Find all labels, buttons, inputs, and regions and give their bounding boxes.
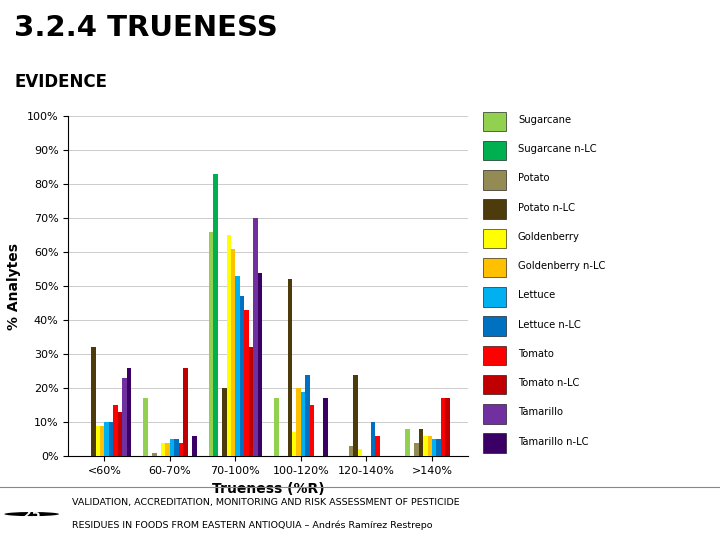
Bar (127, 368, 131, 456)
FancyBboxPatch shape (483, 404, 506, 424)
Bar (96, 426, 100, 456)
Bar (209, 232, 213, 456)
Bar (170, 440, 174, 456)
Bar (305, 375, 310, 456)
Text: Tomato: Tomato (518, 349, 554, 359)
Bar (122, 378, 127, 456)
Bar (423, 436, 428, 456)
FancyBboxPatch shape (483, 199, 506, 219)
Bar (235, 276, 240, 456)
Text: Lettuce n-LC: Lettuce n-LC (518, 320, 581, 330)
Bar (371, 422, 375, 456)
FancyBboxPatch shape (483, 375, 506, 394)
FancyBboxPatch shape (483, 111, 506, 131)
Bar (253, 218, 258, 456)
Bar (109, 422, 113, 456)
Bar (227, 235, 231, 456)
Bar (222, 388, 227, 456)
Text: Tomato n-LC: Tomato n-LC (518, 378, 580, 388)
Text: Tamarillo n-LC: Tamarillo n-LC (518, 437, 588, 447)
Bar (192, 436, 197, 456)
Bar (179, 443, 184, 456)
Text: Goldenberry n-LC: Goldenberry n-LC (518, 261, 606, 271)
Bar (358, 449, 362, 456)
Bar (161, 443, 166, 456)
Bar (292, 433, 297, 456)
Bar (100, 426, 104, 456)
FancyBboxPatch shape (483, 433, 506, 453)
Bar (258, 273, 262, 456)
Bar (249, 347, 253, 456)
Bar (323, 399, 328, 456)
Text: RESIDUES IN FOODS FROM EASTERN ANTIOQUIA – Andrés Ramírez Restrepo: RESIDUES IN FOODS FROM EASTERN ANTIOQUIA… (72, 520, 433, 530)
Bar (274, 399, 279, 456)
Y-axis label: % Analytes: % Analytes (7, 242, 22, 330)
Bar (244, 310, 249, 456)
Text: Potato n-LC: Potato n-LC (518, 202, 575, 213)
FancyBboxPatch shape (483, 346, 506, 365)
Bar (231, 249, 235, 456)
Bar (91, 347, 96, 456)
Bar (414, 443, 418, 456)
Text: Lettuce: Lettuce (518, 291, 555, 300)
Text: Goldenberry: Goldenberry (518, 232, 580, 242)
Text: 25: 25 (23, 508, 40, 521)
Bar (113, 405, 118, 456)
Bar (418, 429, 423, 456)
Text: Sugarcane: Sugarcane (518, 115, 571, 125)
X-axis label: Trueness (%R): Trueness (%R) (212, 482, 325, 496)
Text: Sugarcane n-LC: Sugarcane n-LC (518, 144, 597, 154)
Text: Tamarillo: Tamarillo (518, 407, 563, 417)
Bar (213, 174, 217, 456)
Bar (184, 368, 188, 456)
Bar (436, 440, 441, 456)
Bar (301, 392, 305, 456)
FancyBboxPatch shape (483, 170, 506, 190)
Bar (348, 446, 353, 456)
Text: EVIDENCE: EVIDENCE (14, 73, 107, 91)
Bar (297, 388, 301, 456)
FancyBboxPatch shape (483, 287, 506, 307)
Bar (441, 399, 446, 456)
Text: Potato: Potato (518, 173, 549, 184)
FancyBboxPatch shape (483, 258, 506, 278)
FancyBboxPatch shape (483, 141, 506, 160)
Bar (143, 399, 148, 456)
Bar (118, 412, 122, 456)
Bar (166, 443, 170, 456)
FancyBboxPatch shape (483, 228, 506, 248)
Circle shape (4, 512, 59, 516)
Bar (375, 436, 380, 456)
FancyBboxPatch shape (483, 316, 506, 336)
Bar (174, 440, 179, 456)
Bar (104, 422, 109, 456)
Text: 3.2.4 TRUENESS: 3.2.4 TRUENESS (14, 14, 278, 42)
Bar (287, 279, 292, 456)
Bar (428, 436, 432, 456)
Bar (446, 399, 450, 456)
Text: VALIDATION, ACCREDITATION, MONITORING AND RISK ASSESSMENT OF PESTICIDE: VALIDATION, ACCREDITATION, MONITORING AN… (72, 498, 459, 507)
Bar (432, 440, 436, 456)
Bar (353, 375, 358, 456)
Bar (152, 453, 156, 456)
Bar (240, 296, 244, 456)
Bar (405, 429, 410, 456)
Bar (310, 405, 315, 456)
